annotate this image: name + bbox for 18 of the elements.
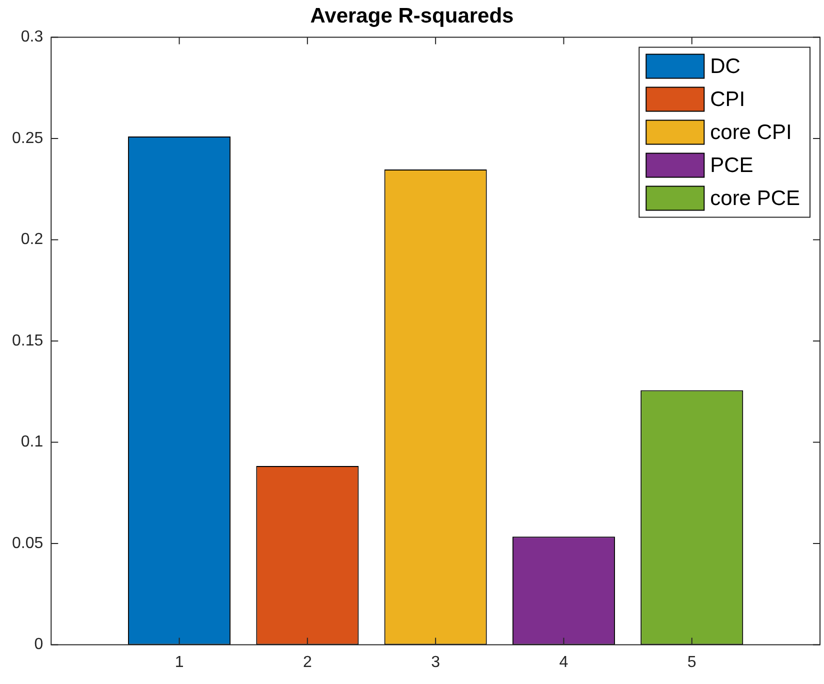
y-tick-label: 0.25 xyxy=(12,130,44,147)
y-tick-label: 0 xyxy=(34,636,44,654)
y-tick-label: 0.05 xyxy=(12,534,44,552)
y-tick-label: 0.1 xyxy=(20,434,44,451)
legend-label: core CPI xyxy=(710,120,792,144)
legend-label: CPI xyxy=(710,88,746,111)
x-tick-label: 3 xyxy=(431,654,440,671)
x-tick-label: 2 xyxy=(302,654,312,671)
y-tick-label: 0.2 xyxy=(20,231,44,248)
y-tick-label: 0.15 xyxy=(12,332,44,350)
chart-title: Average R-squareds xyxy=(310,4,514,28)
legend-label: PCE xyxy=(710,154,754,177)
x-tick-label: 1 xyxy=(174,654,184,671)
x-tick-label: 5 xyxy=(687,654,696,671)
legend-label: core PCE xyxy=(710,186,800,210)
legend-label: DC xyxy=(710,54,740,78)
y-tick-label: 0.3 xyxy=(20,28,44,46)
x-tick-label: 4 xyxy=(559,654,568,671)
